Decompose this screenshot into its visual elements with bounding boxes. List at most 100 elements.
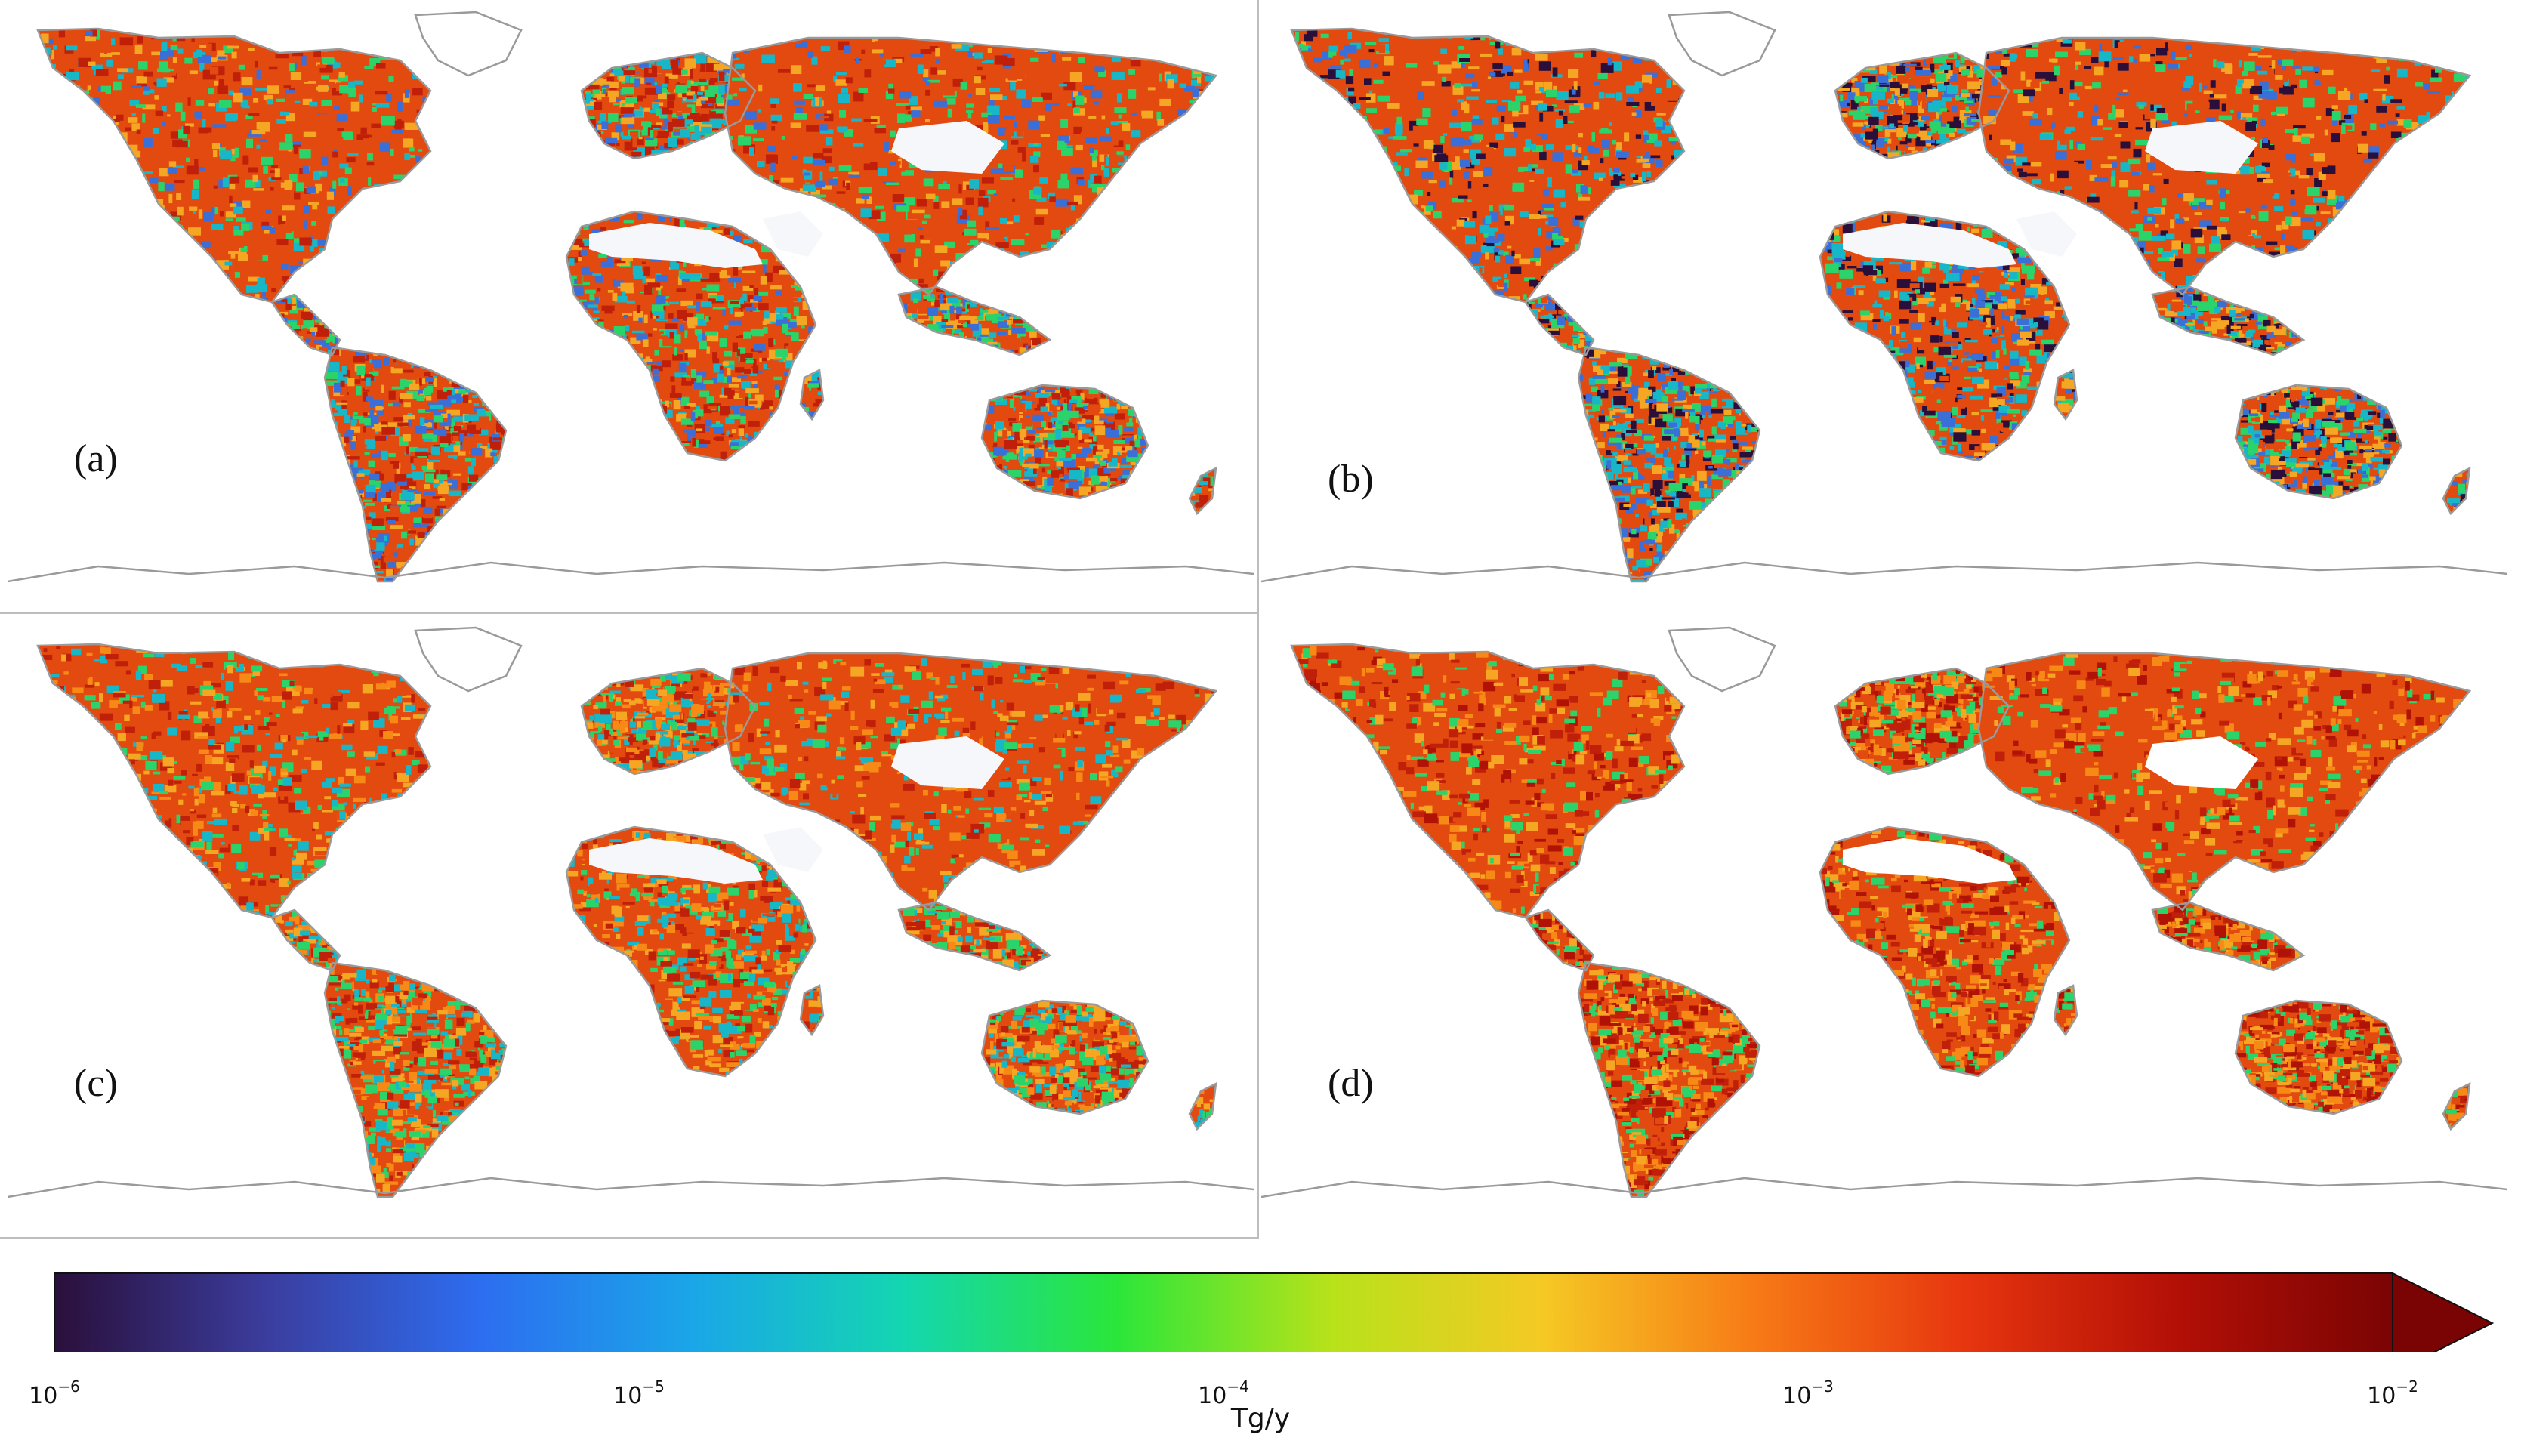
emission-cell — [727, 208, 733, 216]
emission-cell — [1029, 331, 1037, 339]
emission-cell — [1083, 97, 1087, 104]
emission-cell — [321, 100, 332, 106]
emission-cell — [287, 297, 292, 304]
emission-cell — [683, 429, 696, 437]
emission-cell — [376, 570, 384, 574]
emission-cell — [798, 452, 804, 455]
emission-cell — [672, 150, 686, 155]
emission-cell — [358, 529, 363, 533]
emission-cell — [777, 69, 791, 73]
emission-cell — [482, 569, 487, 578]
emission-cell — [1168, 206, 1180, 213]
emission-cell — [717, 98, 731, 107]
emission-cell — [590, 416, 600, 422]
emission-cell — [609, 366, 619, 376]
emission-cell — [856, 198, 865, 204]
emission-cell — [1001, 301, 1013, 311]
emission-cell — [690, 80, 694, 85]
emission-cell — [1097, 187, 1106, 195]
emission-cell — [711, 378, 718, 384]
emission-cell — [196, 49, 202, 57]
emission-cell — [948, 353, 955, 355]
emission-cell — [1054, 458, 1060, 461]
emission-cell — [584, 239, 594, 246]
emission-cell — [642, 409, 646, 417]
emission-cell — [1100, 459, 1112, 466]
emission-cell — [1118, 114, 1122, 119]
emission-cell — [1063, 458, 1075, 468]
emission-cell — [276, 119, 286, 124]
emission-cell — [1032, 492, 1039, 498]
emission-cell — [484, 425, 492, 435]
emission-cell — [104, 150, 111, 160]
emission-cell — [66, 45, 78, 51]
emission-cell — [626, 359, 631, 362]
emission-cell — [335, 402, 347, 411]
emission-cell — [727, 94, 733, 101]
emission-cell — [907, 211, 919, 220]
emission-cell — [598, 254, 607, 258]
emission-cell — [672, 354, 684, 361]
emission-cell — [1106, 128, 1109, 134]
emission-cell — [296, 182, 304, 192]
emission-cell — [584, 353, 596, 357]
emission-cell — [282, 228, 292, 233]
emission-cell — [871, 272, 876, 278]
emission-cell — [345, 262, 355, 267]
emission-cell — [901, 350, 907, 353]
emission-cell — [381, 223, 392, 229]
emission-cell — [863, 119, 878, 122]
emission-cell — [1133, 453, 1143, 461]
emission-cell — [705, 94, 717, 103]
emission-cell — [631, 454, 643, 461]
emission-cell — [62, 258, 66, 265]
emission-cell — [1043, 294, 1048, 298]
emission-cell — [906, 329, 914, 338]
emission-cell — [400, 506, 410, 513]
emission-cell — [187, 227, 201, 236]
emission-cell — [415, 504, 423, 508]
emission-cell — [578, 251, 583, 261]
emission-cell — [1076, 230, 1085, 240]
emission-cell — [356, 423, 365, 427]
emission-cell — [597, 63, 610, 67]
emission-cell — [997, 489, 1011, 493]
emission-cell — [366, 162, 375, 166]
emission-cell — [1105, 289, 1109, 295]
emission-cell — [499, 484, 506, 490]
emission-cell — [913, 258, 918, 268]
emission-cell — [218, 100, 232, 108]
emission-cell — [242, 200, 251, 208]
emission-cell — [600, 227, 606, 231]
emission-cell — [1125, 249, 1133, 254]
emission-cell — [415, 62, 428, 70]
emission-cell — [131, 85, 142, 88]
emission-cell — [1122, 470, 1130, 477]
emission-cell — [479, 429, 489, 436]
emission-cell — [626, 397, 632, 401]
emission-cell — [1068, 495, 1082, 498]
emission-cell — [473, 365, 482, 369]
emission-cell — [474, 559, 479, 562]
emission-cell — [742, 293, 747, 301]
emission-cell — [178, 260, 184, 267]
emission-cell — [626, 300, 635, 304]
emission-cell — [225, 211, 236, 218]
emission-cell — [1139, 480, 1148, 484]
emission-cell — [49, 233, 60, 237]
emission-cell — [1038, 397, 1047, 406]
emission-cell — [715, 140, 728, 150]
emission-cell — [326, 507, 330, 514]
emission-cell — [338, 50, 343, 57]
emission-cell — [1033, 187, 1042, 195]
emission-cell — [1054, 274, 1059, 279]
emission-cell — [611, 423, 621, 427]
emission-cell — [1041, 244, 1048, 248]
emission-cell — [1215, 267, 1216, 271]
emission-cell — [276, 140, 283, 148]
emission-cell — [584, 212, 597, 220]
emission-cell — [608, 142, 622, 147]
emission-cell — [611, 56, 616, 60]
emission-cell — [1023, 339, 1028, 348]
emission-cell — [439, 498, 446, 501]
